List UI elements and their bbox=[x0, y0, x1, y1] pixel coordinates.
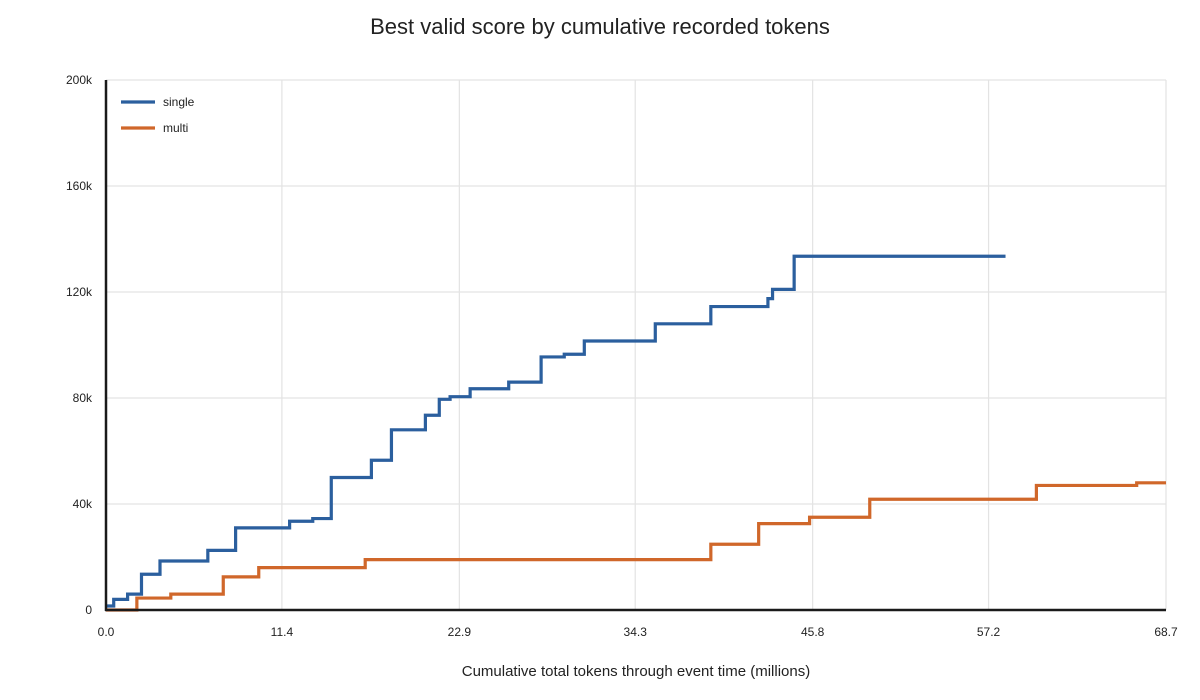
series-line-multi bbox=[106, 481, 1166, 612]
x-tick-label: 34.3 bbox=[624, 625, 648, 639]
x-tick-label: 22.9 bbox=[448, 625, 472, 639]
y-tick-label: 80k bbox=[73, 391, 93, 405]
chart-title: Best valid score by cumulative recorded … bbox=[370, 14, 830, 39]
legend-label-multi: multi bbox=[163, 121, 188, 135]
x-tick-label: 0.0 bbox=[98, 625, 115, 639]
series-line-single bbox=[106, 254, 1006, 608]
series-lines bbox=[106, 254, 1166, 612]
y-tick-label: 40k bbox=[73, 497, 93, 511]
x-axis-label: Cumulative total tokens through event ti… bbox=[462, 663, 811, 680]
legend-label-single: single bbox=[163, 95, 195, 109]
x-tick-label: 68.7 bbox=[1154, 625, 1178, 639]
y-tick-label: 200k bbox=[66, 73, 93, 87]
tick-labels: 0.0 11.4 22.9 34.3 45.8 57.2 68.7 0 40k 80k 120k 16… bbox=[66, 73, 1178, 639]
legend: single multi bbox=[121, 95, 195, 135]
axes bbox=[104, 80, 1166, 612]
y-tick-label: 0 bbox=[85, 603, 92, 617]
x-tick-label: 57.2 bbox=[977, 625, 1001, 639]
x-tick-label: 11.4 bbox=[271, 625, 294, 639]
y-tick-label: 120k bbox=[66, 285, 93, 299]
grid-lines bbox=[106, 79, 1167, 610]
y-tick-label: 160k bbox=[66, 179, 93, 193]
x-tick-label: 45.8 bbox=[801, 625, 825, 639]
